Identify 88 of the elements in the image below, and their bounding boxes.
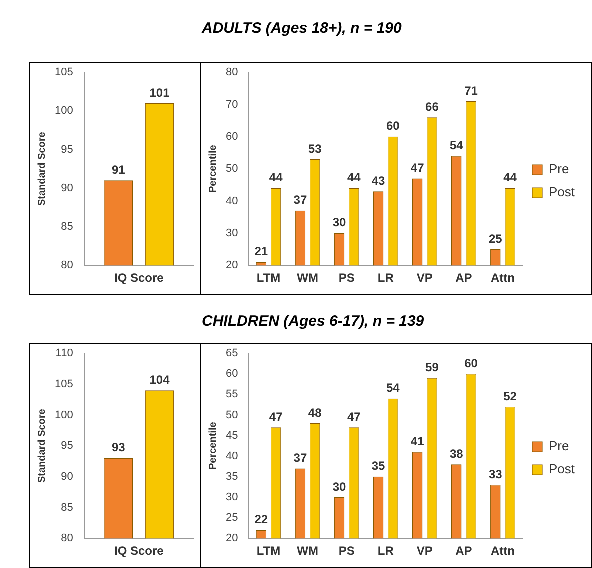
y-tick-label: 110 xyxy=(56,348,74,360)
y-tick-label: 40 xyxy=(226,450,238,462)
legend-label: Pre xyxy=(548,162,570,177)
y-tick-label: 20 xyxy=(226,532,238,545)
data-label: 47 xyxy=(347,410,362,424)
data-label: 37 xyxy=(294,193,308,208)
data-label: 104 xyxy=(150,372,170,387)
legend-label: Post xyxy=(548,462,576,477)
y-tick-label: 95 xyxy=(61,144,74,156)
y-tick-label: 80 xyxy=(226,66,238,79)
data-label: 101 xyxy=(150,86,170,100)
y-tick-label: 25 xyxy=(226,512,238,524)
data-label: 52 xyxy=(504,389,518,404)
x-tick-label: Attn xyxy=(490,271,515,286)
data-label: 25 xyxy=(488,232,503,246)
data-label: 37 xyxy=(294,451,308,466)
x-tick-label: IQ Score xyxy=(114,271,164,286)
y-tick-label: 45 xyxy=(226,430,238,442)
y-tick-label: 40 xyxy=(226,195,238,208)
y-tick-label: 95 xyxy=(61,440,74,452)
x-tick-label: AP xyxy=(456,544,472,558)
legend-label: Pre xyxy=(548,438,570,454)
y-tick-label: 55 xyxy=(226,388,238,401)
y-tick-label: 90 xyxy=(61,182,74,194)
data-label: 41 xyxy=(410,434,425,449)
y-tick-label: 105 xyxy=(54,378,74,390)
x-tick-label: PS xyxy=(338,544,355,558)
data-label: 44 xyxy=(347,170,362,185)
legend-label: Post xyxy=(548,184,576,200)
y-tick-label: 100 xyxy=(54,105,74,118)
y-tick-label: 105 xyxy=(54,66,74,79)
y-axis-title: Standard Score xyxy=(36,408,48,484)
y-tick-label: 80 xyxy=(61,260,74,272)
y-tick-label: 35 xyxy=(226,470,238,483)
data-label: 47 xyxy=(269,410,284,424)
x-tick-label: LR xyxy=(378,271,394,286)
data-label: 60 xyxy=(464,356,478,370)
data-label: 21 xyxy=(254,244,268,259)
chart-title: ADULTS (Ages 18+), n = 190 xyxy=(202,20,402,37)
data-label: 35 xyxy=(372,459,386,474)
data-label: 54 xyxy=(386,381,400,396)
y-axis-title: Standard Score xyxy=(36,132,48,206)
x-tick-label: WM xyxy=(297,544,318,558)
x-tick-label: LTM xyxy=(256,544,281,558)
data-label: 47 xyxy=(410,161,425,176)
y-tick-label: 65 xyxy=(226,348,238,360)
data-label: 30 xyxy=(332,480,346,494)
data-label: 44 xyxy=(504,170,518,185)
data-label: 44 xyxy=(269,170,284,185)
y-tick-label: 50 xyxy=(226,163,238,176)
y-axis-title: Percentile xyxy=(208,422,219,470)
data-label: 48 xyxy=(308,406,322,420)
y-tick-label: 90 xyxy=(61,470,74,483)
x-tick-label: IQ Score xyxy=(114,544,164,558)
data-label: 91 xyxy=(112,162,126,177)
x-tick-label: VP xyxy=(416,544,433,558)
data-label: 59 xyxy=(426,360,440,375)
data-label: 66 xyxy=(426,100,440,114)
data-label: 22 xyxy=(254,512,268,527)
y-axis-title: Percentile xyxy=(208,144,219,194)
y-tick-label: 60 xyxy=(226,130,238,143)
y-tick-label: 60 xyxy=(226,368,238,380)
x-tick-label: AP xyxy=(456,271,472,286)
data-label: 60 xyxy=(386,119,400,134)
data-label: 30 xyxy=(332,216,346,230)
y-tick-label: 20 xyxy=(226,260,238,272)
x-tick-label: LR xyxy=(378,544,394,558)
x-tick-label: LTM xyxy=(256,271,281,286)
data-label: 93 xyxy=(112,440,126,455)
data-label: 33 xyxy=(488,467,503,482)
x-tick-label: WM xyxy=(297,271,318,286)
x-tick-label: Attn xyxy=(490,544,515,558)
data-label: 53 xyxy=(308,142,322,156)
data-label: 54 xyxy=(450,138,464,153)
x-tick-label: VP xyxy=(416,271,433,286)
y-tick-label: 100 xyxy=(54,409,74,422)
data-label: 43 xyxy=(372,174,386,188)
chart-title: CHILDREN (Ages 6-17), n = 139 xyxy=(202,313,424,330)
y-tick-label: 85 xyxy=(61,502,74,514)
data-label: 71 xyxy=(464,84,478,98)
y-tick-label: 80 xyxy=(61,532,74,545)
y-tick-label: 70 xyxy=(226,98,238,111)
y-tick-label: 30 xyxy=(226,227,238,240)
data-label: 38 xyxy=(450,446,464,461)
y-tick-label: 85 xyxy=(61,221,74,234)
y-tick-label: 50 xyxy=(226,409,238,422)
x-tick-label: PS xyxy=(338,271,355,286)
y-tick-label: 30 xyxy=(226,492,238,504)
